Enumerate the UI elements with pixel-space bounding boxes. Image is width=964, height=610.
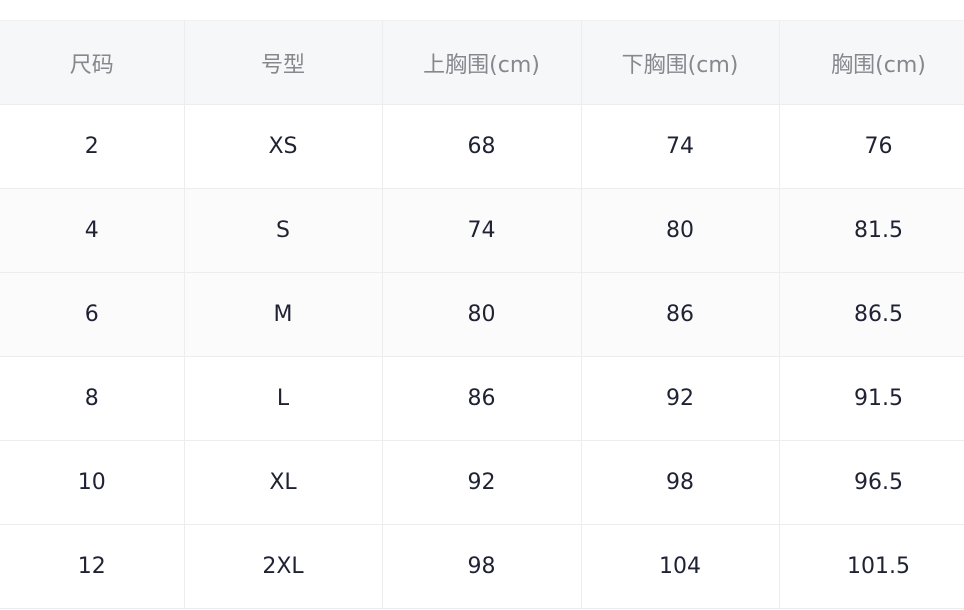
cell-bust: 81.5 bbox=[778, 188, 964, 273]
cell-bust: 101.5 bbox=[778, 524, 964, 609]
cell-under-bust: 92 bbox=[580, 356, 780, 441]
cell-bust: 91.5 bbox=[778, 356, 964, 441]
cell-size: 12 bbox=[0, 524, 185, 609]
cell-under-bust: 74 bbox=[580, 104, 780, 189]
cell-size: 10 bbox=[0, 440, 185, 525]
header-under-bust: 下胸围(cm) bbox=[580, 20, 780, 105]
cell-upper-bust: 86 bbox=[381, 356, 582, 441]
header-size: 尺码 bbox=[0, 20, 185, 105]
table-row: 8 L 86 92 91.5 bbox=[0, 356, 964, 441]
table-row: 6 M 80 86 86.5 bbox=[0, 272, 964, 357]
cell-size: 6 bbox=[0, 272, 185, 357]
cell-model: S bbox=[183, 188, 383, 273]
cell-model: XS bbox=[183, 104, 383, 189]
cell-bust: 86.5 bbox=[778, 272, 964, 357]
cell-model: XL bbox=[183, 440, 383, 525]
cell-size: 2 bbox=[0, 104, 185, 189]
cell-size: 4 bbox=[0, 188, 185, 273]
header-model: 号型 bbox=[183, 20, 383, 105]
cell-under-bust: 104 bbox=[580, 524, 780, 609]
header-bust: 胸围(cm) bbox=[778, 20, 964, 105]
cell-under-bust: 80 bbox=[580, 188, 780, 273]
cell-upper-bust: 74 bbox=[381, 188, 582, 273]
table-header-row: 尺码 号型 上胸围(cm) 下胸围(cm) 胸围(cm) bbox=[0, 20, 964, 105]
cell-model: 2XL bbox=[183, 524, 383, 609]
cell-upper-bust: 68 bbox=[381, 104, 582, 189]
header-upper-bust: 上胸围(cm) bbox=[381, 20, 582, 105]
table-row: 4 S 74 80 81.5 bbox=[0, 188, 964, 273]
cell-upper-bust: 98 bbox=[381, 524, 582, 609]
cell-model: M bbox=[183, 272, 383, 357]
cell-bust: 96.5 bbox=[778, 440, 964, 525]
cell-under-bust: 86 bbox=[580, 272, 780, 357]
cell-upper-bust: 80 bbox=[381, 272, 582, 357]
cell-bust: 76 bbox=[778, 104, 964, 189]
cell-upper-bust: 92 bbox=[381, 440, 582, 525]
cell-size: 8 bbox=[0, 356, 185, 441]
size-chart-table: 尺码 号型 上胸围(cm) 下胸围(cm) 胸围(cm) 2 XS 68 74 76 4 S… bbox=[0, 20, 964, 609]
table-row: 2 XS 68 74 76 bbox=[0, 104, 964, 189]
cell-under-bust: 98 bbox=[580, 440, 780, 525]
cell-model: L bbox=[183, 356, 383, 441]
table-row: 10 XL 92 98 96.5 bbox=[0, 440, 964, 525]
table-row: 12 2XL 98 104 101.5 bbox=[0, 524, 964, 609]
